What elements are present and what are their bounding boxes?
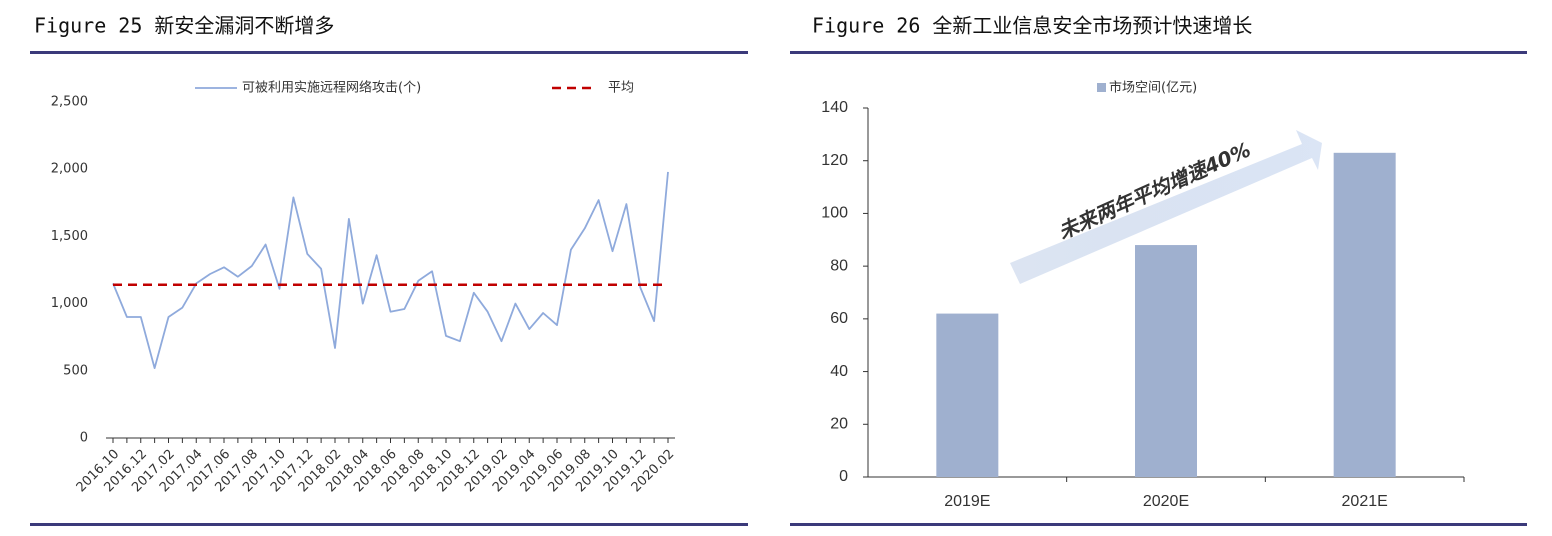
header-rule	[30, 51, 748, 54]
header-rule	[790, 51, 1527, 54]
y-tick-label: 500	[63, 363, 88, 378]
y-tick-label: 100	[821, 205, 848, 222]
y-tick-label: 1,500	[51, 229, 88, 244]
x-tick-label: 2019E	[944, 493, 990, 510]
legend-label: 平均	[608, 81, 634, 96]
y-tick-label: 0	[839, 468, 848, 485]
y-tick-label: 120	[821, 152, 848, 169]
footer-rule	[790, 523, 1527, 526]
bar	[1333, 152, 1396, 478]
data-line	[112, 171, 669, 369]
legend-swatch	[1097, 83, 1106, 92]
bar	[1135, 245, 1197, 477]
y-tick-label: 140	[821, 99, 848, 116]
chart-title: Figure 25 新安全漏洞不断增多	[34, 14, 334, 38]
x-tick-label: 2020E	[1143, 493, 1189, 510]
legend-label: 市场空间(亿元)	[1109, 80, 1197, 96]
x-tick-label: 2021E	[1342, 493, 1388, 510]
y-tick-label: 60	[830, 310, 848, 327]
y-tick-label: 80	[830, 257, 848, 274]
y-tick-label: 2,500	[51, 95, 88, 110]
chart-title: Figure 26 全新工业信息安全市场预计快速增长	[812, 14, 1252, 38]
y-tick-label: 40	[830, 363, 848, 380]
y-tick-label: 1,000	[51, 296, 88, 311]
legend-label: 可被利用实施远程网络攻击(个)	[242, 80, 421, 96]
y-tick-label: 20	[830, 416, 848, 433]
y-tick-label: 2,000	[51, 162, 88, 177]
y-tick-label: 0	[80, 431, 88, 446]
growth-arrow	[1010, 130, 1322, 284]
bar	[936, 313, 999, 477]
footer-rule	[30, 523, 748, 526]
